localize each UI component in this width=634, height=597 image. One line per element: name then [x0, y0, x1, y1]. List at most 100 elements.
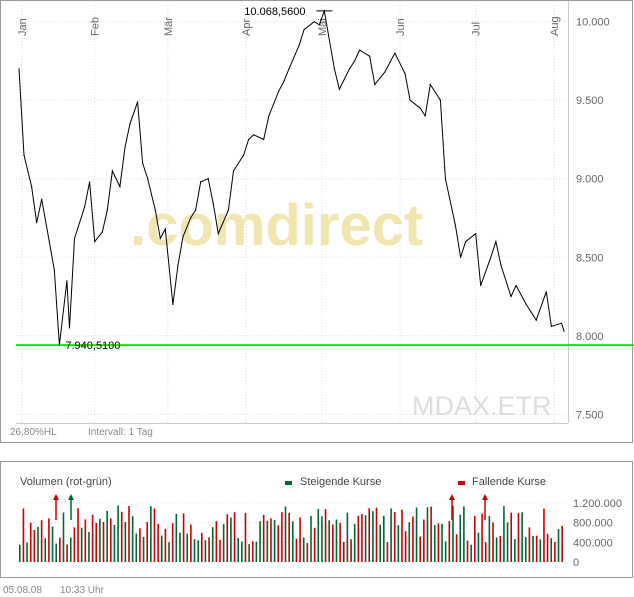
volume-tick-label: 1.200.000: [573, 498, 622, 510]
data-point: [129, 123, 131, 125]
volume-bar: [342, 541, 345, 562]
volume-bar: [62, 512, 65, 562]
data-point: [58, 344, 60, 346]
volume-bar: [448, 521, 451, 562]
data-point: [338, 88, 341, 90]
volume-bar: [554, 541, 556, 562]
data-point: [545, 291, 547, 293]
volume-bar: [59, 537, 61, 562]
volume-bar: [444, 541, 447, 562]
volume-bar: [168, 542, 170, 562]
y-tick-label: 9.000: [576, 174, 604, 186]
data-point: [182, 236, 184, 238]
volume-bar: [110, 518, 112, 562]
volume-bar: [535, 535, 538, 562]
data-point: [500, 264, 502, 266]
volume-bar: [524, 537, 527, 562]
y-tick-label: 10.000: [576, 17, 610, 29]
volume-bar: [441, 523, 443, 562]
volume-bar: [339, 522, 341, 562]
data-point: [424, 115, 426, 117]
volume-bar: [29, 522, 32, 562]
data-point: [515, 284, 517, 287]
volume-bar: [295, 538, 298, 562]
volume-bar: [477, 532, 480, 562]
volume-bar: [44, 538, 47, 562]
data-point: [394, 52, 396, 54]
data-point: [384, 71, 386, 73]
data-point: [232, 170, 235, 172]
data-point: [23, 154, 25, 156]
volume-bar: [346, 512, 349, 562]
volume-bar: [131, 516, 134, 562]
data-point: [189, 217, 192, 219]
data-point: [177, 264, 179, 266]
volume-bar: [543, 508, 545, 562]
data-point: [31, 185, 33, 188]
data-point: [147, 178, 149, 180]
data-point: [530, 311, 532, 313]
month-label: Mär: [163, 17, 175, 36]
price-y-tick-labels: 10.000 9.500 9.000 8.500 8.000 7.500: [576, 17, 610, 422]
volume-bar: [226, 514, 229, 562]
volume-bar: [470, 544, 472, 562]
volume-bar: [84, 519, 87, 562]
data-point: [429, 83, 431, 86]
overflow-arrow-icon: [449, 494, 455, 500]
y-tick-label: 9.500: [576, 95, 604, 107]
data-point: [263, 138, 265, 141]
data-point: [136, 101, 139, 103]
data-point: [369, 55, 371, 57]
volume-bar: [364, 515, 367, 562]
footer-time: 10:33 Uhr: [60, 585, 105, 596]
volume-bar: [26, 542, 28, 562]
data-point: [53, 269, 55, 271]
volume-bar: [397, 525, 400, 562]
volume-bar: [324, 509, 327, 562]
data-point: [89, 181, 91, 183]
data-point: [389, 61, 391, 64]
volume-bar: [481, 513, 483, 562]
instrument-watermark: MDAX.ETR: [412, 391, 552, 421]
legend-rising-label: Steigende Kurse: [300, 476, 381, 488]
volume-bar: [415, 507, 418, 562]
month-labels: Jan Feb Mär Apr Mai Jun Jul Aug: [17, 16, 561, 36]
volume-bar: [379, 524, 381, 562]
data-point: [419, 107, 421, 109]
volume-bar: [492, 522, 494, 562]
volume-bar: [310, 515, 312, 562]
volume-bar: [230, 517, 232, 562]
volume-bar: [532, 535, 534, 562]
high-label: 10.068,5600: [244, 6, 305, 18]
data-point: [409, 99, 411, 101]
data-point: [490, 256, 492, 258]
volume-bar: [437, 523, 440, 562]
volume-bar: [244, 512, 247, 562]
volume-bar: [146, 522, 148, 562]
volume-bar: [335, 519, 338, 562]
volume-bar: [372, 511, 374, 562]
volume-bar: [204, 540, 207, 562]
volume-bar: [19, 544, 21, 562]
legend-falling-label: Fallende Kurse: [472, 476, 546, 488]
volume-bar: [211, 527, 214, 562]
volume-bar: [506, 522, 509, 562]
month-label: Jun: [395, 18, 407, 36]
volume-bar: [459, 514, 462, 562]
volume-bar: [277, 525, 280, 562]
volume-bar: [164, 528, 167, 562]
data-point: [353, 60, 356, 62]
volume-bar: [557, 529, 560, 562]
volume-bar: [321, 516, 323, 562]
volume-bar: [302, 537, 305, 562]
data-point: [535, 319, 537, 321]
data-point: [66, 280, 68, 282]
volume-bar: [521, 512, 523, 562]
volume-bar: [390, 508, 392, 562]
volume-bar: [539, 539, 542, 562]
volume-bar: [463, 506, 465, 562]
volume-bar: [401, 509, 403, 562]
volume-bar: [262, 514, 265, 562]
data-point: [227, 209, 230, 211]
